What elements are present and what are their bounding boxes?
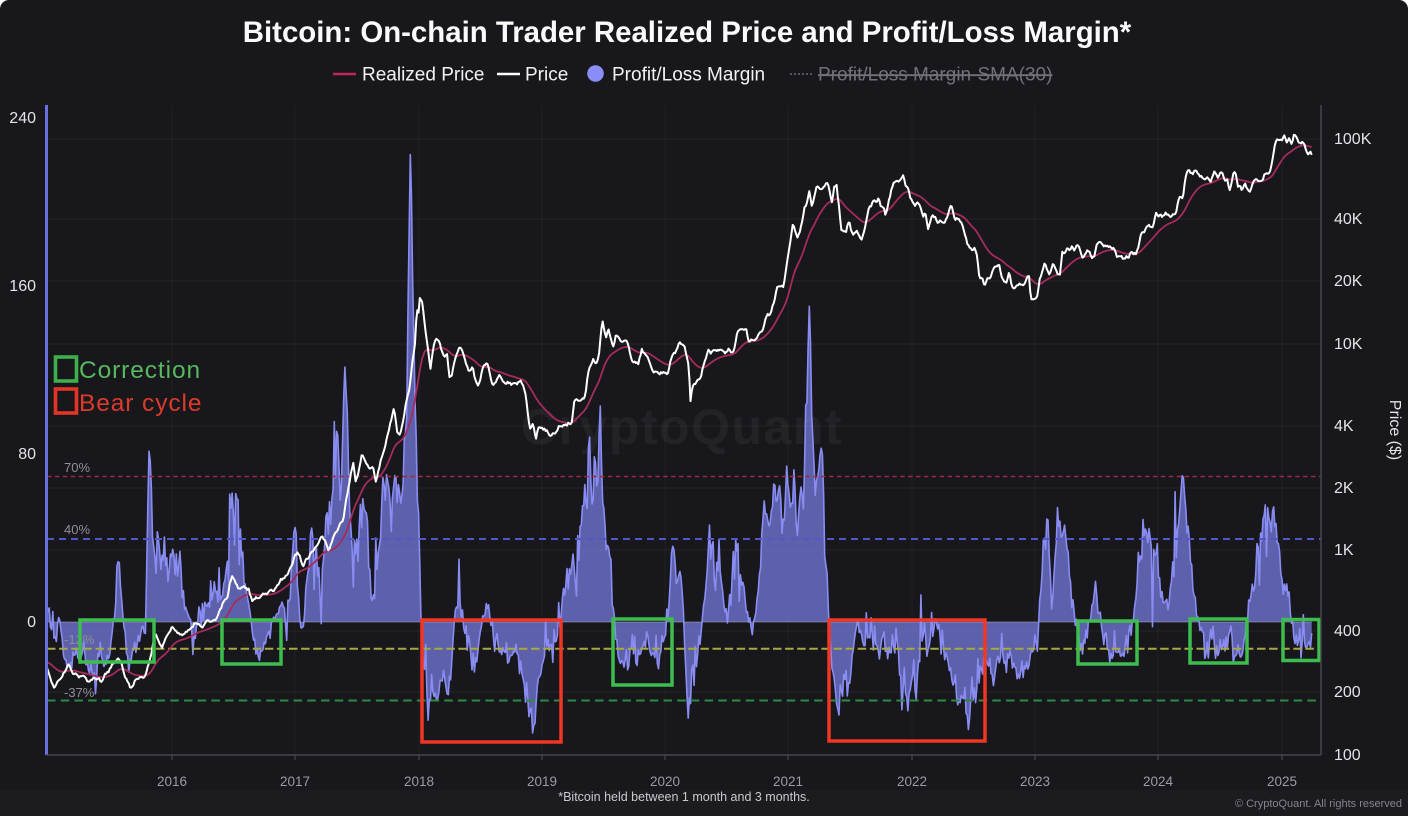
svg-text:2022: 2022	[897, 774, 927, 789]
svg-text:70%: 70%	[64, 460, 90, 475]
svg-text:100: 100	[1334, 747, 1361, 764]
svg-text:2023: 2023	[1020, 774, 1050, 789]
svg-text:40K: 40K	[1334, 211, 1363, 228]
svg-text:Profit/Loss Margin: Profit/Loss Margin	[612, 65, 765, 86]
svg-text:40%: 40%	[64, 522, 90, 537]
svg-text:*Bitcoin held between 1 month: *Bitcoin held between 1 month and 3 mont…	[558, 790, 810, 804]
svg-text:Bear cycle: Bear cycle	[79, 390, 202, 417]
svg-text:20K: 20K	[1334, 273, 1363, 290]
svg-text:Price ($): Price ($)	[1386, 400, 1403, 460]
svg-text:© CryptoQuant. All rights rese: © CryptoQuant. All rights reserved	[1235, 798, 1402, 810]
svg-text:160: 160	[9, 278, 36, 295]
svg-text:Price: Price	[525, 65, 568, 86]
svg-text:1K: 1K	[1334, 542, 1354, 559]
svg-text:0: 0	[27, 614, 36, 631]
svg-text:CryptoQuant: CryptoQuant	[521, 399, 843, 455]
svg-text:2016: 2016	[157, 774, 187, 789]
svg-text:2025: 2025	[1267, 774, 1297, 789]
svg-text:240: 240	[9, 110, 36, 127]
svg-text:2K: 2K	[1334, 480, 1354, 497]
svg-text:80: 80	[18, 446, 36, 463]
svg-text:Profit/Loss Margin-SMA(30): Profit/Loss Margin-SMA(30)	[818, 65, 1052, 86]
svg-text:200: 200	[1334, 684, 1361, 701]
svg-text:100K: 100K	[1334, 131, 1372, 148]
svg-text:2021: 2021	[773, 774, 803, 789]
svg-text:2017: 2017	[280, 774, 310, 789]
svg-text:4K: 4K	[1334, 418, 1354, 435]
svg-text:2020: 2020	[650, 774, 680, 789]
svg-text:2024: 2024	[1143, 774, 1174, 789]
svg-text:Realized Price: Realized Price	[362, 65, 485, 86]
svg-text:2018: 2018	[404, 774, 434, 789]
svg-text:2019: 2019	[527, 774, 557, 789]
svg-text:-37%: -37%	[64, 685, 95, 700]
svg-text:400: 400	[1334, 623, 1361, 640]
svg-text:Correction: Correction	[79, 357, 201, 384]
svg-text:Bitcoin: On-chain Trader Reali: Bitcoin: On-chain Trader Realized Price …	[243, 16, 1132, 49]
svg-text:10K: 10K	[1334, 336, 1363, 353]
